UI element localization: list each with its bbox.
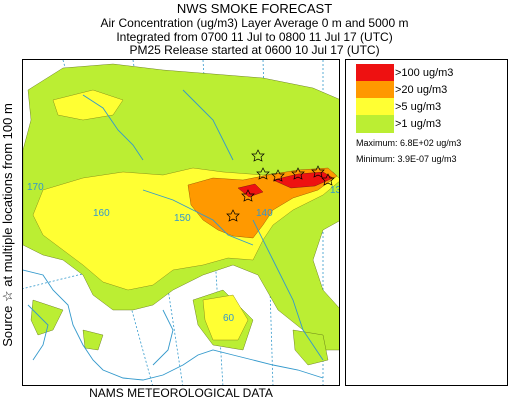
min-concentration: Minimum: 3.9E-07 ug/m3 xyxy=(356,154,457,164)
source-star-icon xyxy=(251,149,265,162)
lat-label-60: 60 xyxy=(223,313,235,324)
legend-item-gt100: >100 ug/m3 xyxy=(356,64,453,82)
source-star-icon xyxy=(291,167,305,180)
legend-item-gt5: >5 ug/m3 xyxy=(356,98,441,116)
chart-title: NWS SMOKE FORECAST xyxy=(176,1,333,16)
chart-subtitle-concentration: Air Concentration (ug/m3) Layer Average … xyxy=(100,16,409,30)
map-canvas: 170 160 150 140 130 60 xyxy=(23,60,340,385)
source-star-icon xyxy=(226,209,240,222)
lon-label-140: 140 xyxy=(256,208,273,219)
legend-label: >1 ug/m3 xyxy=(395,118,442,130)
coastline xyxy=(23,89,324,381)
source-star-icon xyxy=(271,169,285,182)
smoke-map: 170 160 150 140 130 60 xyxy=(22,59,340,386)
legend-swatch-lightgreen xyxy=(356,115,394,133)
max-concentration: Maximum: 6.8E+02 ug/m3 xyxy=(356,138,462,148)
lon-label-150: 150 xyxy=(174,213,191,224)
chart-subtitle-integration: Integrated from 0700 11 Jul to 0800 11 J… xyxy=(116,30,393,44)
contour-gt100 xyxy=(237,171,334,198)
legend-panel: >100 ug/m3 >20 ug/m3 >5 ug/m3 >1 ug/m3 M… xyxy=(345,59,508,386)
chart-subtitle-release: PM25 Release started at 0600 10 Jul 17 (… xyxy=(129,43,380,57)
lon-label-130: 130 xyxy=(330,185,340,196)
legend-label: >20 ug/m3 xyxy=(395,84,448,96)
source-star-icon xyxy=(241,189,255,202)
source-star-icon xyxy=(311,165,325,178)
lon-label-160: 160 xyxy=(93,208,110,219)
source-locations-label: Source ☆ at multiple locations from 100 … xyxy=(0,103,15,347)
legend-swatch-red xyxy=(356,64,394,82)
legend-label: >100 ug/m3 xyxy=(395,67,454,79)
source-markers xyxy=(226,149,335,222)
legend-label: >5 ug/m3 xyxy=(395,101,442,113)
lon-label-170: 170 xyxy=(27,182,44,193)
source-star-icon xyxy=(256,167,270,180)
legend-swatch-yellow xyxy=(356,98,394,116)
legend-item-gt1: >1 ug/m3 xyxy=(356,115,441,133)
met-data-caption: NAMS METEOROLOGICAL DATA xyxy=(89,386,273,400)
source-star-icon xyxy=(321,173,335,186)
legend-swatch-orange xyxy=(356,81,394,99)
legend-item-gt20: >20 ug/m3 xyxy=(356,81,447,99)
